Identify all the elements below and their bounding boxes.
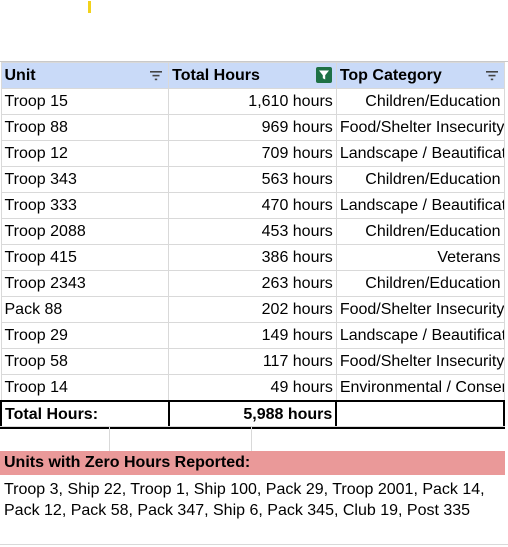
category-cell[interactable]: Children/Education	[335, 166, 505, 193]
column-header-unit[interactable]: Unit	[0, 62, 170, 89]
hours-cell[interactable]: 969 hours	[168, 114, 337, 141]
gridline	[251, 427, 252, 451]
category-cell[interactable]: Food/Shelter Insecurity	[335, 348, 505, 375]
filter-active-icon[interactable]	[315, 67, 332, 83]
hours-cell[interactable]: 149 hours	[168, 322, 337, 349]
unit-cell[interactable]: Troop 2343	[0, 270, 170, 297]
gridline	[0, 61, 508, 62]
column-header-label: Unit	[4, 66, 36, 84]
total-row: Total Hours: 5,988 hours	[0, 400, 505, 429]
table-row: Troop 2088 453 hours Children/Education	[0, 218, 505, 245]
unit-cell[interactable]: Troop 58	[0, 348, 170, 375]
header-row: Unit Total Hours Top Category	[0, 62, 505, 89]
table-row: Troop 12 709 hours Landscape / Beautific…	[0, 140, 505, 167]
unit-cell[interactable]: Pack 88	[0, 296, 170, 323]
table-row: Troop 415 386 hours Veterans	[0, 244, 505, 271]
gridline	[0, 544, 508, 545]
hours-cell[interactable]: 453 hours	[168, 218, 337, 245]
category-cell[interactable]: Environmental / Conservation	[335, 374, 505, 402]
table-row: Troop 29 149 hours Landscape / Beautific…	[0, 322, 505, 349]
unit-cell[interactable]: Troop 14	[0, 374, 170, 402]
total-value-cell[interactable]: 5,988 hours	[167, 400, 338, 429]
table-row: Troop 14 49 hours Environmental / Conser…	[0, 374, 505, 402]
filter-icon[interactable]	[485, 69, 499, 82]
hours-cell[interactable]: 386 hours	[168, 244, 337, 271]
category-cell[interactable]: Landscape / Beautification	[335, 322, 505, 349]
table-row: Troop 15 1,610 hours Children/Education	[0, 88, 505, 115]
hours-cell[interactable]: 117 hours	[168, 348, 337, 375]
table-row: Troop 88 969 hours Food/Shelter Insecuri…	[0, 114, 505, 141]
cell-cursor-marker	[88, 1, 91, 13]
filter-icon[interactable]	[149, 69, 163, 82]
gridline	[109, 427, 110, 451]
column-header-total-hours[interactable]: Total Hours	[168, 62, 337, 89]
hours-cell[interactable]: 263 hours	[168, 270, 337, 297]
unit-cell[interactable]: Troop 29	[0, 322, 170, 349]
hours-cell[interactable]: 1,610 hours	[168, 88, 337, 115]
column-header-label: Top Category	[339, 66, 442, 84]
unit-cell[interactable]: Troop 343	[0, 166, 170, 193]
category-cell[interactable]: Food/Shelter Insecurity	[335, 114, 505, 141]
zero-hours-header[interactable]: Units with Zero Hours Reported:	[0, 451, 505, 475]
zero-hours-list[interactable]: Troop 3, Ship 22, Troop 1, Ship 100, Pac…	[4, 481, 485, 519]
unit-cell[interactable]: Troop 12	[0, 140, 170, 167]
category-cell[interactable]: Food/Shelter Insecurity	[335, 296, 505, 323]
category-cell[interactable]: Landscape / Beautification	[335, 140, 505, 167]
table-row: Troop 333 470 hours Landscape / Beautifi…	[0, 192, 505, 219]
hours-cell[interactable]: 709 hours	[168, 140, 337, 167]
hours-cell[interactable]: 470 hours	[168, 192, 337, 219]
unit-cell[interactable]: Troop 88	[0, 114, 170, 141]
column-header-top-category[interactable]: Top Category	[335, 62, 505, 89]
category-cell[interactable]: Children/Education	[335, 218, 505, 245]
hours-cell[interactable]: 563 hours	[168, 166, 337, 193]
unit-cell[interactable]: Troop 415	[0, 244, 170, 271]
table-row: Pack 88 202 hours Food/Shelter Insecurit…	[0, 296, 505, 323]
empty-row[interactable]	[0, 426, 505, 452]
category-cell[interactable]: Children/Education	[335, 270, 505, 297]
table-row: Troop 343 563 hours Children/Education	[0, 166, 505, 193]
category-cell[interactable]: Children/Education	[335, 88, 505, 115]
category-cell[interactable]: Veterans	[335, 244, 505, 271]
total-empty-cell[interactable]	[335, 400, 505, 429]
unit-cell[interactable]: Troop 15	[0, 88, 170, 115]
unit-cell[interactable]: Troop 333	[0, 192, 170, 219]
category-cell[interactable]: Landscape / Beautification	[335, 192, 505, 219]
unit-cell[interactable]: Troop 2088	[0, 218, 170, 245]
table-row: Troop 2343 263 hours Children/Education	[0, 270, 505, 297]
hours-cell[interactable]: 202 hours	[168, 296, 337, 323]
column-header-label: Total Hours	[172, 66, 260, 84]
total-label-cell[interactable]: Total Hours:	[0, 400, 170, 429]
table-row: Troop 58 117 hours Food/Shelter Insecuri…	[0, 348, 505, 375]
units-table: Unit Total Hours Top Category	[0, 62, 505, 429]
hours-cell[interactable]: 49 hours	[168, 374, 337, 402]
